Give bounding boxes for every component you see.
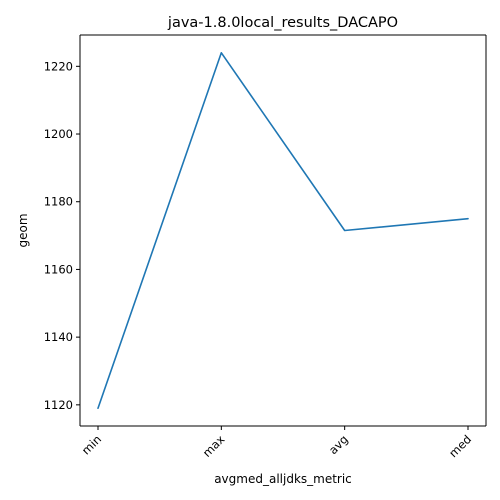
y-tick-label: 1120: [44, 398, 73, 412]
chart-title: java-1.8.0local_results_DACAPO: [167, 15, 398, 31]
y-tick-label: 1140: [44, 330, 73, 344]
plot-area: [80, 35, 486, 426]
series-layer: [97, 51, 469, 410]
y-tick-label: 1180: [44, 195, 73, 209]
series-line: [97, 51, 469, 410]
y-axis-label: geom: [16, 213, 30, 247]
axes-background: [80, 35, 486, 426]
y-tick-label: 1160: [44, 262, 73, 276]
x-axis-label: avgmed_alljdks_metric: [214, 472, 352, 486]
y-tick-label: 1220: [44, 59, 73, 73]
axes-frame: [79, 34, 487, 427]
y-axis: 1120 1140 1160 1180 1200 1220: [44, 59, 80, 412]
y-tick-label: 1200: [44, 127, 73, 141]
